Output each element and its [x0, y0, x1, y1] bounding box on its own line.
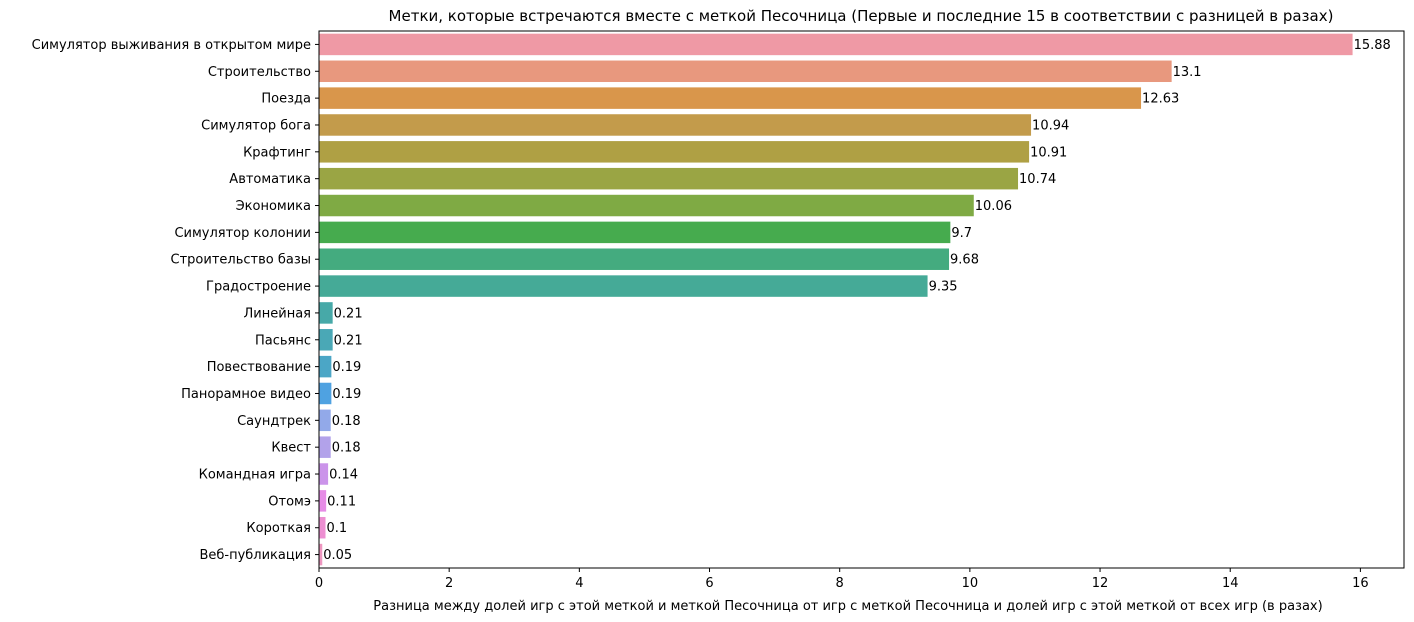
- x-tick-label: 10: [962, 576, 979, 591]
- bar: [319, 87, 1142, 109]
- y-tick-label: Панорамное видео: [181, 387, 311, 402]
- data-label: 9.35: [929, 280, 958, 295]
- data-label: 0.21: [334, 306, 363, 321]
- data-label: 0.1: [327, 521, 348, 536]
- data-label: 10.06: [975, 199, 1012, 214]
- data-label: 0.18: [332, 441, 361, 456]
- data-label: 0.05: [323, 548, 352, 563]
- bar: [319, 114, 1032, 136]
- bar: [319, 382, 332, 405]
- data-label: 15.88: [1354, 38, 1391, 53]
- data-label: 12.63: [1142, 92, 1179, 107]
- data-label: 0.14: [329, 468, 358, 483]
- y-tick-label: Квест: [271, 441, 311, 456]
- bar: [319, 490, 327, 512]
- bar: [319, 141, 1030, 163]
- bars-layer: [319, 33, 1353, 566]
- bar: [319, 33, 1353, 56]
- y-tick-label: Саундтрек: [237, 414, 311, 429]
- data-label: 13.1: [1173, 65, 1202, 80]
- y-tick-label: Линейная: [244, 306, 311, 321]
- bar: [319, 409, 331, 432]
- data-labels: 15.88 13.1 12.63 10.94 10.91 10.74 10.069.7 9.6…: [323, 38, 1391, 563]
- bar: [319, 194, 974, 217]
- y-tick-label: Повествование: [207, 360, 311, 375]
- y-tick-label: Симулятор колонии: [174, 226, 311, 241]
- data-label: 9.7: [951, 226, 972, 241]
- plot-frame: [318, 30, 1405, 569]
- x-tick-label: 2: [445, 576, 453, 591]
- x-tick-label: 6: [705, 576, 713, 591]
- x-tick-label: 8: [836, 576, 844, 591]
- data-label: 10.94: [1032, 118, 1069, 133]
- x-tick-label: 4: [575, 576, 583, 591]
- y-tick-label: Крафтинг: [243, 145, 311, 160]
- x-axis-ticks: 0 2 4 6 8 10 12 14 16: [315, 568, 1369, 591]
- y-tick-label: Короткая: [246, 521, 311, 536]
- data-label: 0.18: [332, 414, 361, 429]
- bar: [319, 436, 331, 458]
- bar: [319, 329, 333, 351]
- y-tick-label: Веб-публикация: [199, 548, 311, 563]
- y-tick-label: Автоматика: [229, 172, 311, 187]
- x-tick-label: 12: [1092, 576, 1109, 591]
- data-label: 9.68: [950, 253, 979, 268]
- bar: [319, 463, 329, 485]
- y-tick-label: Поезда: [261, 92, 311, 107]
- x-tick-label: 16: [1352, 576, 1369, 591]
- bar: [319, 355, 332, 378]
- x-axis-label: Разница между долей игр с этой меткой и …: [373, 599, 1322, 614]
- data-label: 0.11: [327, 494, 356, 509]
- data-label: 10.91: [1030, 145, 1067, 160]
- chart-title: Метки, которые встречаются вместе с метк…: [389, 7, 1334, 25]
- data-label: 0.19: [332, 387, 361, 402]
- data-label: 10.74: [1019, 172, 1056, 187]
- bar: [319, 516, 326, 539]
- y-tick-label: Градостроение: [206, 280, 311, 295]
- bar: [319, 543, 323, 566]
- bar: [319, 60, 1172, 83]
- bar: [319, 248, 950, 270]
- y-tick-label: Симулятор бога: [201, 118, 311, 133]
- bar: [319, 167, 1019, 190]
- y-tick-label: Строительство: [208, 65, 311, 80]
- y-tick-labels: Симулятор выживания в открытом мире Строи…: [32, 38, 319, 563]
- y-tick-label: Командная игра: [199, 468, 311, 483]
- y-tick-label: Симулятор выживания в открытом мире: [32, 38, 311, 53]
- y-tick-label: Отомэ: [268, 494, 311, 509]
- x-tick-label: 14: [1222, 576, 1239, 591]
- y-tick-label: Строительство базы: [171, 253, 311, 268]
- x-tick-label: 0: [315, 576, 323, 591]
- bar: [319, 275, 928, 297]
- y-tick-label: Экономика: [236, 199, 311, 214]
- y-tick-label: Пасьянс: [255, 333, 311, 348]
- bar: [319, 302, 333, 324]
- data-label: 0.21: [334, 333, 363, 348]
- data-label: 0.19: [332, 360, 361, 375]
- bar: [319, 221, 951, 244]
